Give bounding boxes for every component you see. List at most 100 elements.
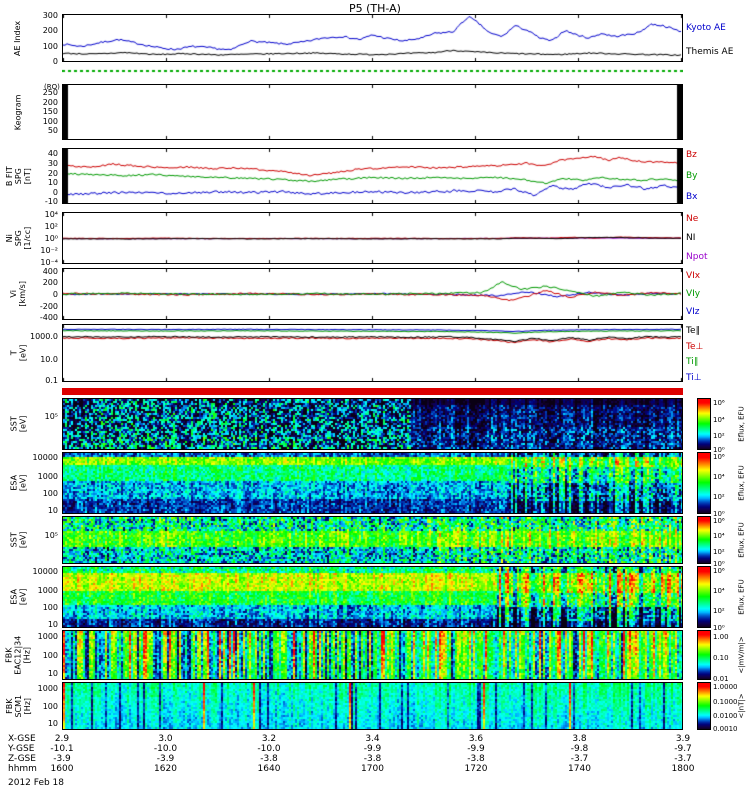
y-tick-label: -200	[39, 301, 58, 311]
colorbar-tick-label: 10⁶	[713, 567, 725, 576]
axis-value: 3.9	[675, 734, 691, 744]
series-label: Bz	[686, 149, 697, 160]
axis-value: -10.1	[50, 744, 74, 754]
series-label: NI	[686, 232, 696, 243]
panel-ni	[62, 212, 683, 264]
y-tick-label: 150	[42, 107, 58, 117]
panel-vi	[62, 268, 683, 320]
colorbar-ticks-esa_elec: 10⁶ 10⁴ 10² 10⁰	[713, 566, 735, 631]
panel-flag	[62, 388, 683, 395]
colorbar-canvas	[698, 567, 710, 627]
colorbar-tick-label: 1.00	[713, 632, 729, 641]
y-axis-ticks-sst_elec: 10⁵	[14, 516, 60, 564]
series-label: VIz	[686, 306, 700, 317]
y-axis-ticks-keogram: 250 200 150 100 50	[14, 84, 60, 140]
y-tick-label: 10²	[44, 221, 58, 231]
colorbar-canvas	[698, 399, 710, 449]
colorbar-esa_ion	[697, 452, 711, 514]
colorbar-unit-text: <|nT|>	[737, 693, 746, 719]
panel-esa_ion	[62, 452, 683, 514]
colorbar-unit-sst_elec: Eflux, EFU	[734, 516, 749, 564]
colorbar-tick-label: 0.0010	[713, 725, 738, 734]
y-axis-ticks-ae: 300 200 100 0	[14, 11, 60, 66]
colorbar-tick-label: 0.1000	[713, 697, 738, 706]
colorbar-tick-label: 10²	[713, 432, 725, 441]
axis-value: 1700	[361, 764, 384, 774]
colorbar-tick-label: 10⁶	[713, 453, 725, 462]
colorbar-sst_elec	[697, 516, 711, 564]
y-tick-label: 30	[47, 158, 58, 168]
colorbar-tick-label: 10⁰	[713, 623, 725, 632]
colorbar-tick-label: 0.01	[713, 675, 729, 683]
axis-value: -3.9	[156, 754, 175, 764]
y-axis-ticks-vi: 400 200 0 -200 -400	[14, 266, 60, 322]
y-tick-label: 0.1	[45, 376, 58, 386]
axis-value: 3.0	[158, 734, 173, 744]
y-axis-ticks-esa_elec: 10000 1000 100 10	[14, 566, 60, 629]
axis-value: -3.8	[363, 754, 382, 764]
axis-value: -3.8	[467, 754, 485, 764]
series-labels-ni: Ne NI Npot	[686, 212, 748, 264]
keogram-unit-label: (RO)	[44, 83, 60, 91]
colorbar-ticks-fbk_e: 1.00 0.10 0.01	[713, 630, 735, 684]
series-label: Npot	[686, 251, 708, 262]
colorbar-unit-fbk_e: <|mV/m|>	[734, 630, 749, 680]
sst_ion-canvas	[63, 399, 682, 449]
axis-row-hhmm: hhmm 1600 1620 1640 1700 1720 1740 1800	[0, 764, 750, 774]
y-tick-label: 10⁵	[44, 531, 58, 541]
y-tick-label: 0	[52, 290, 58, 299]
colorbar-tick-label: 10⁰	[713, 509, 725, 518]
axis-value: 1740	[568, 764, 591, 774]
series-label: By	[686, 170, 698, 181]
colorbar-unit-text: <|mV/m|>	[737, 636, 746, 674]
colorbar-unit-text: Eflux, EFU	[737, 522, 746, 558]
y-axis-ticks-esa_ion: 10000 1000 100 10	[14, 452, 60, 515]
colorbar-fbk_b	[697, 682, 711, 730]
y-tick-label: 400	[42, 266, 58, 276]
axis-value: -9.9	[467, 744, 485, 754]
y-axis-ticks-fbk_b: 1000 100 10	[14, 682, 60, 730]
colorbar-canvas	[698, 631, 710, 679]
colorbar-unit-text: Eflux, EFU	[737, 465, 746, 501]
y-tick-label: 100	[42, 702, 58, 711]
series-labels-temp: Te∥ Te⊥ Ti∥ Ti⊥	[686, 324, 748, 384]
zgse-label: Z-GSE	[8, 754, 36, 764]
flag-canvas	[62, 388, 683, 395]
series-label: VIy	[686, 288, 701, 299]
esa_elec-canvas	[63, 567, 682, 627]
axis-value: 1600	[50, 764, 74, 774]
colorbar-ticks-esa_ion: 10⁶ 10⁴ 10² 10⁰	[713, 452, 735, 517]
y-tick-label: 1000	[37, 632, 58, 641]
y-tick-label: 100	[42, 488, 58, 498]
colorbar-tick-label: 10²	[713, 606, 725, 615]
y-tick-label: 250	[42, 88, 58, 98]
panel-avail	[62, 68, 683, 74]
panel-ae	[62, 14, 683, 62]
colorbar-tick-label: 10⁴	[713, 532, 725, 541]
series-labels-vi: VIx VIy VIz	[686, 268, 748, 320]
ni-canvas	[63, 213, 682, 263]
axis-row-ygse: Y-GSE -10.1 -10.0 -10.0 -9.9 -9.9 -9.8 -9.7	[0, 744, 750, 754]
bfit-canvas	[63, 149, 682, 203]
axis-value: 2.9	[54, 734, 70, 744]
colorbar-ticks-sst_ion: 10⁶ 10⁴ 10² 10⁰	[713, 398, 735, 454]
series-labels-bfit: Bz By Bx	[686, 148, 748, 204]
y-tick-label: 10000	[32, 566, 58, 576]
colorbar-tick-label: 10⁴	[713, 473, 725, 482]
y-tick-label: 0	[52, 188, 58, 198]
series-label: Te⊥	[686, 342, 704, 353]
colorbar-canvas	[698, 517, 710, 563]
panel-keogram	[62, 84, 683, 140]
axis-value: -9.8	[570, 744, 589, 754]
time-axis: X-GSE 2.9 3.0 3.2 3.4 3.6 3.8 3.9 Y-GSE -10.1 -10…	[0, 732, 750, 798]
series-label: VIx	[686, 271, 701, 282]
colorbar-tick-label: 10⁰	[713, 560, 725, 569]
y-tick-label: 10⁴	[44, 209, 58, 219]
axis-value: 1620	[154, 764, 177, 774]
y-tick-label: 10⁰	[44, 234, 58, 243]
colorbar-unit-fbk_b: <|nT|>	[734, 682, 749, 730]
vi-canvas	[63, 269, 682, 319]
y-tick-label: 1000.0	[30, 331, 58, 341]
colorbar-esa_elec	[697, 566, 711, 628]
colorbar-tick-label: 10²	[713, 492, 725, 501]
